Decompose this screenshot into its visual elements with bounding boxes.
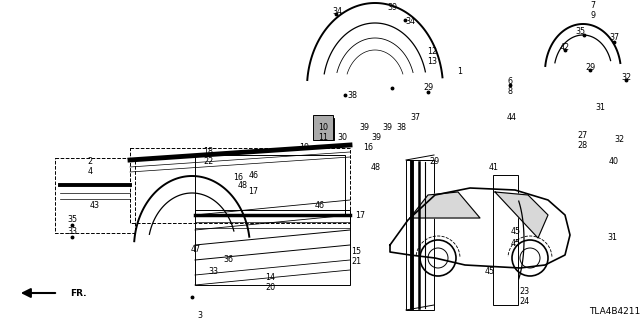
Text: 48: 48 — [238, 180, 248, 189]
Text: 8: 8 — [508, 87, 513, 97]
Text: 39: 39 — [359, 124, 369, 132]
Text: 9: 9 — [591, 11, 596, 20]
Polygon shape — [410, 192, 480, 218]
Text: 39: 39 — [387, 4, 397, 12]
Text: 36: 36 — [223, 255, 233, 265]
Text: 34: 34 — [332, 7, 342, 17]
Bar — [195, 155, 345, 215]
Bar — [55, 158, 135, 233]
Text: 30: 30 — [337, 133, 347, 142]
Text: 4: 4 — [88, 167, 93, 177]
Text: 20: 20 — [265, 284, 275, 292]
Text: 7: 7 — [591, 1, 596, 10]
Bar — [313, 115, 333, 140]
Text: 11: 11 — [318, 133, 328, 142]
Text: 2: 2 — [88, 157, 93, 166]
Bar — [316, 118, 334, 140]
Text: 38: 38 — [347, 91, 357, 100]
Text: 45: 45 — [511, 228, 521, 236]
Text: 16: 16 — [233, 173, 243, 182]
Text: 13: 13 — [427, 58, 437, 67]
Text: 32: 32 — [621, 74, 631, 83]
Text: TLA4B4211: TLA4B4211 — [589, 308, 640, 316]
Text: 33: 33 — [67, 228, 77, 236]
Text: 48: 48 — [371, 164, 381, 172]
Text: 45: 45 — [511, 239, 521, 249]
Text: FR.: FR. — [70, 289, 86, 298]
Text: 6: 6 — [508, 77, 513, 86]
Text: 34: 34 — [405, 18, 415, 27]
Text: 15: 15 — [351, 247, 361, 257]
Text: 17: 17 — [355, 211, 365, 220]
Text: 27: 27 — [577, 131, 587, 140]
Text: 29: 29 — [429, 157, 439, 166]
Text: 31: 31 — [607, 234, 617, 243]
Bar — [406, 160, 434, 310]
Text: 43: 43 — [90, 201, 100, 210]
Text: 42: 42 — [560, 44, 570, 52]
Text: 37: 37 — [410, 114, 420, 123]
Text: 3: 3 — [198, 310, 202, 319]
Text: 46: 46 — [315, 201, 325, 210]
Text: 24: 24 — [519, 298, 529, 307]
Text: 21: 21 — [351, 258, 361, 267]
Text: 47: 47 — [191, 245, 201, 254]
Text: 33: 33 — [208, 268, 218, 276]
Text: 44: 44 — [507, 114, 517, 123]
Text: 41: 41 — [489, 164, 499, 172]
Bar — [493, 175, 518, 305]
Text: 35: 35 — [575, 28, 585, 36]
Text: 32: 32 — [614, 135, 624, 145]
Bar — [195, 210, 350, 285]
Text: 14: 14 — [265, 274, 275, 283]
Text: 17: 17 — [248, 188, 258, 196]
Polygon shape — [495, 192, 548, 238]
Text: 39: 39 — [371, 133, 381, 142]
Bar — [130, 148, 350, 223]
Text: 38: 38 — [396, 124, 406, 132]
Text: 22: 22 — [203, 157, 213, 166]
Text: 23: 23 — [519, 287, 529, 297]
Text: 46: 46 — [249, 171, 259, 180]
Text: 19: 19 — [299, 143, 309, 153]
Text: 16: 16 — [363, 143, 373, 153]
Text: 1: 1 — [458, 68, 463, 76]
Text: 28: 28 — [577, 140, 587, 149]
Text: 29: 29 — [585, 63, 595, 73]
Text: 10: 10 — [318, 124, 328, 132]
Text: 31: 31 — [595, 103, 605, 113]
Text: 12: 12 — [427, 47, 437, 57]
Text: 35: 35 — [67, 215, 77, 225]
Text: 18: 18 — [203, 148, 213, 156]
Text: 40: 40 — [609, 157, 619, 166]
Text: 37: 37 — [609, 34, 619, 43]
Text: 29: 29 — [423, 84, 433, 92]
Text: 39: 39 — [382, 124, 392, 132]
Text: 45: 45 — [485, 268, 495, 276]
